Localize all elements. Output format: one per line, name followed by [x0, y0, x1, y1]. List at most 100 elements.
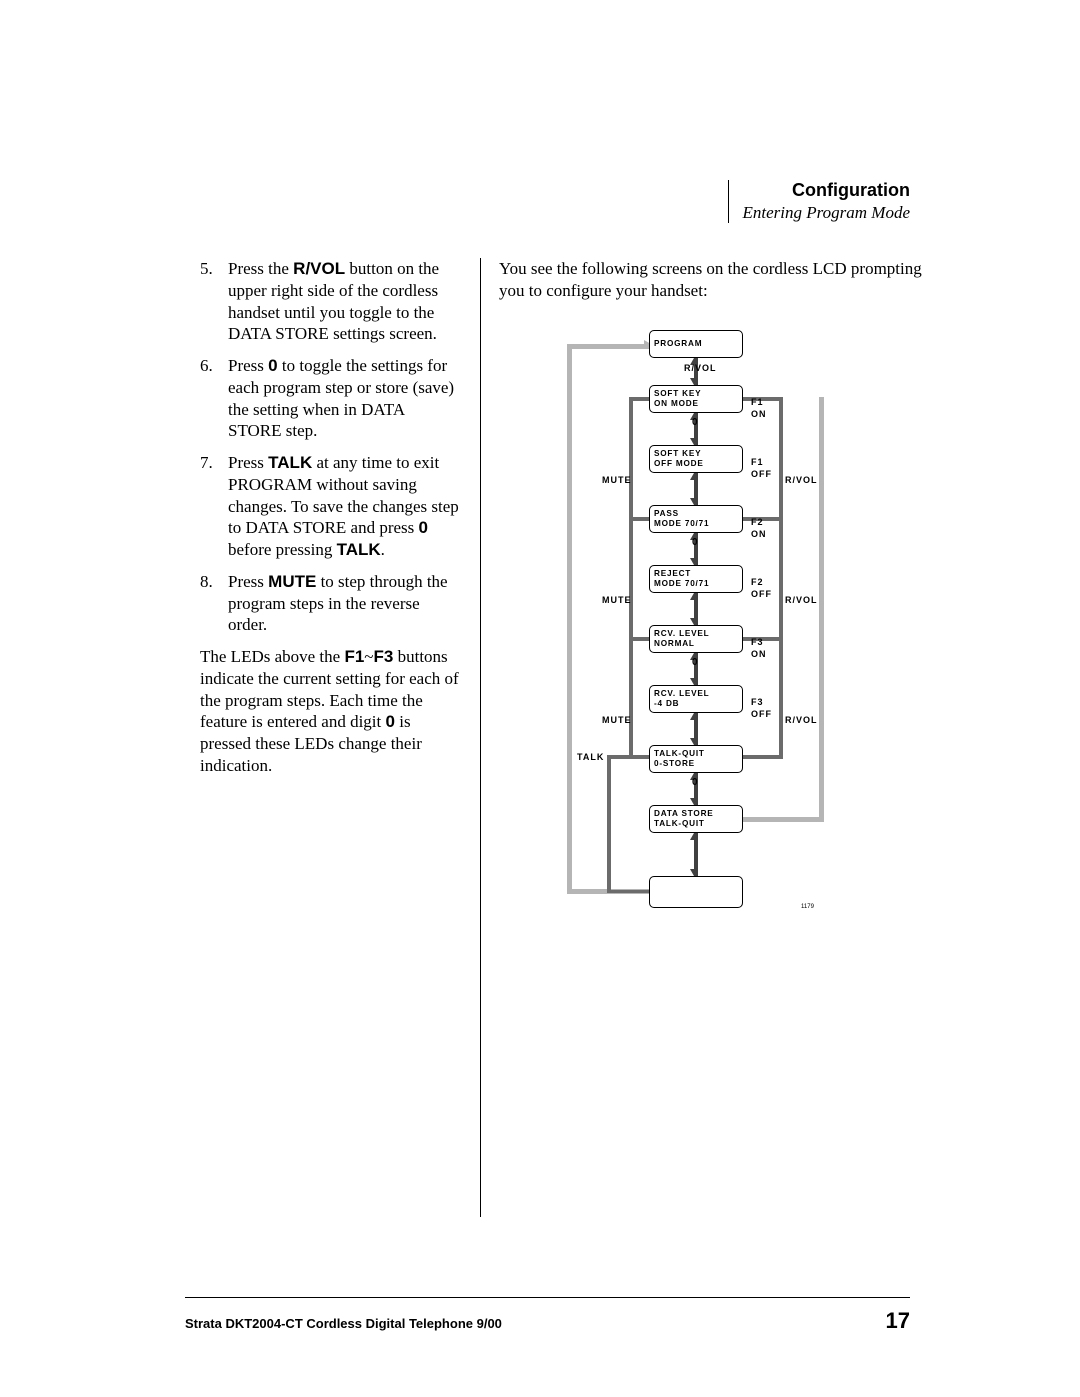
screen-line: RCV. LEVEL: [654, 689, 738, 698]
manual-page: Configuration Entering Program Mode 5.Pr…: [0, 0, 1080, 1397]
flow-line: [779, 397, 783, 759]
key-label: TALK: [337, 540, 381, 559]
flow-line: [741, 817, 824, 822]
arrow-icon: [690, 713, 698, 720]
flow-label: OFF: [751, 589, 772, 599]
screen-line: PROGRAM: [654, 339, 738, 348]
flow-label: R/VOL: [785, 475, 818, 485]
text: Press: [228, 572, 268, 591]
step-number: 6.: [200, 355, 228, 442]
flow-diagram: PROGRAMSOFT KEYON MODESOFT KEYOFF MODEPA…: [529, 320, 929, 960]
screen-line: REJECT: [654, 569, 738, 578]
lcd-screen-data-s: DATA STORETALK-QUIT: [649, 805, 743, 833]
arrow-icon: [690, 593, 698, 600]
flow-zero-label: 0: [692, 777, 698, 788]
flow-zero-label: 0: [692, 537, 698, 548]
lcd-screen-blank: [649, 876, 743, 908]
step-text: Press 0 to toggle the settings for each …: [228, 355, 460, 442]
step-number: 5.: [200, 258, 228, 345]
flow-label: F1: [751, 457, 764, 467]
step-item: 5.Press the R/VOL button on the upper ri…: [200, 258, 460, 345]
flowchart: PROGRAMSOFT KEYON MODESOFT KEYOFF MODEPA…: [529, 320, 889, 960]
screen-line: NORMAL: [654, 639, 738, 648]
flow-label: OFF: [751, 469, 772, 479]
arrow-icon: [690, 378, 698, 385]
flow-line: [607, 755, 611, 893]
arrow-icon: [690, 438, 698, 445]
footer-page-number: 17: [886, 1308, 910, 1334]
screen-line: MODE 70/71: [654, 519, 738, 528]
text: ~: [364, 647, 373, 666]
lcd-screen-reject: REJECTMODE 70/71: [649, 565, 743, 593]
right-column: You see the following screens on the cor…: [480, 258, 929, 1217]
step-item: 8.Press MUTE to step through the program…: [200, 571, 460, 636]
key-label: TALK: [268, 453, 312, 472]
flow-intro: You see the following screens on the cor…: [499, 258, 929, 302]
text: Press the: [228, 259, 293, 278]
flow-line: [607, 890, 651, 893]
step-number: 7.: [200, 452, 228, 561]
flow-line: [629, 397, 633, 757]
screen-line: TALK-QUIT: [654, 749, 738, 758]
content-columns: 5.Press the R/VOL button on the upper ri…: [200, 258, 910, 1217]
screen-line: MODE 70/71: [654, 579, 738, 588]
text: Press: [228, 356, 268, 375]
key-label: 0: [419, 518, 428, 537]
lcd-screen-rcv-4: RCV. LEVEL-4 DB: [649, 685, 743, 713]
step-text: Press MUTE to step through the program s…: [228, 571, 460, 636]
flow-label: ON: [751, 409, 767, 419]
screen-line: PASS: [654, 509, 738, 518]
left-column: 5.Press the R/VOL button on the upper ri…: [200, 258, 460, 1217]
step-item: 7.Press TALK at any time to exit PROGRAM…: [200, 452, 460, 561]
lcd-screen-talk-q: TALK-QUIT0-STORE: [649, 745, 743, 773]
step-number: 8.: [200, 571, 228, 636]
lcd-screen-pass: PASSMODE 70/71: [649, 505, 743, 533]
flow-line: [567, 344, 572, 894]
arrow-icon: [690, 798, 698, 805]
flow-label: MUTE: [602, 715, 632, 725]
screen-line: SOFT KEY: [654, 449, 738, 458]
led-paragraph: The LEDs above the F1~F3 buttons indicat…: [200, 646, 460, 777]
flow-label: F2: [751, 577, 764, 587]
flow-line: [741, 755, 783, 759]
flow-zero-label: 0: [692, 657, 698, 668]
screen-line: ON MODE: [654, 399, 738, 408]
flow-label: F3: [751, 637, 764, 647]
footer-text: Strata DKT2004-CT Cordless Digital Telep…: [185, 1316, 502, 1331]
page-footer: Strata DKT2004-CT Cordless Digital Telep…: [185, 1297, 910, 1334]
lcd-screen-sk-on: SOFT KEYON MODE: [649, 385, 743, 413]
lcd-screen-rcv-n: RCV. LEVELNORMAL: [649, 625, 743, 653]
key-label: R/VOL: [293, 259, 345, 278]
screen-line: SOFT KEY: [654, 389, 738, 398]
flow-label: ON: [751, 529, 767, 539]
key-0: 0: [386, 712, 395, 731]
flow-label: MUTE: [602, 475, 632, 485]
screen-line: TALK-QUIT: [654, 819, 738, 828]
text: before pressing: [228, 540, 337, 559]
flow-label: MUTE: [602, 595, 632, 605]
step-text: Press TALK at any time to exit PROGRAM w…: [228, 452, 460, 561]
text: The LEDs above the: [200, 647, 344, 666]
header-subtitle: Entering Program Mode: [743, 203, 910, 223]
flow-label: R/VOL: [785, 595, 818, 605]
flow-line: [567, 344, 651, 349]
flow-label: F1: [751, 397, 764, 407]
key-label: 0: [268, 356, 277, 375]
arrow-icon: [690, 738, 698, 745]
instruction-steps: 5.Press the R/VOL button on the upper ri…: [200, 258, 460, 636]
arrow-icon: [690, 869, 698, 876]
flow-line: [819, 397, 824, 822]
arrow-icon: [690, 678, 698, 685]
flow-label: TALK: [577, 752, 604, 762]
step-item: 6.Press 0 to toggle the settings for eac…: [200, 355, 460, 442]
page-header: Configuration Entering Program Mode: [728, 180, 910, 223]
header-title: Configuration: [743, 180, 910, 201]
screen-line: OFF MODE: [654, 459, 738, 468]
flow-label: R/VOL: [684, 363, 717, 373]
arrow-icon: [690, 473, 698, 480]
lcd-screen-sk-off: SOFT KEYOFF MODE: [649, 445, 743, 473]
arrow-icon: [690, 558, 698, 565]
screen-line: 0-STORE: [654, 759, 738, 768]
flow-line: [629, 637, 651, 641]
flow-label: F3: [751, 697, 764, 707]
